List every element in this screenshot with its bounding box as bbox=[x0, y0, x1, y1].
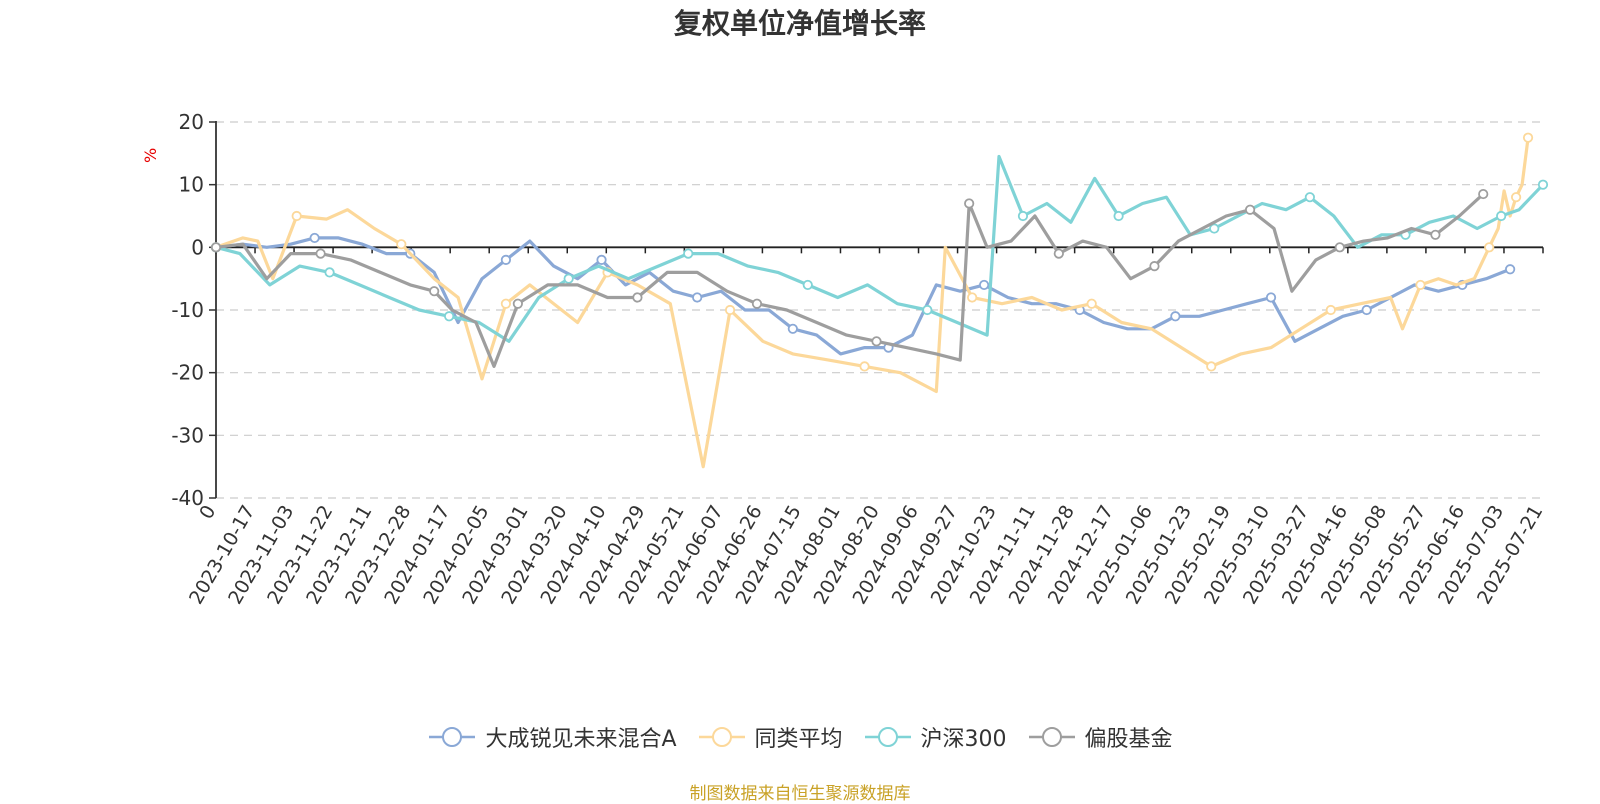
data-point[interactable] bbox=[1170, 311, 1181, 322]
data-point[interactable] bbox=[1245, 204, 1256, 215]
legend-swatch-icon bbox=[429, 727, 476, 747]
data-point[interactable] bbox=[500, 298, 512, 309]
data-point[interactable] bbox=[563, 273, 574, 284]
data-point[interactable] bbox=[1017, 210, 1029, 222]
legend-swatch-icon bbox=[1028, 727, 1075, 747]
series-line bbox=[215, 137, 1530, 469]
series-layer bbox=[210, 132, 1549, 469]
data-point[interactable] bbox=[1478, 188, 1489, 200]
data-point[interactable] bbox=[1496, 210, 1507, 222]
legend-swatch-icon bbox=[864, 727, 911, 747]
legend-item[interactable]: 大成锐见未来混合A bbox=[427, 721, 677, 753]
legend: 大成锐见未来混合A 同类平均 沪深300 偏股基金 bbox=[0, 720, 1600, 754]
data-point[interactable] bbox=[859, 361, 870, 372]
data-point[interactable] bbox=[1086, 298, 1097, 309]
y-tick-label: -30 bbox=[171, 423, 204, 447]
source-note: 制图数据来自恒生聚源数据库 bbox=[689, 784, 911, 804]
y-tick-label: 20 bbox=[179, 110, 204, 134]
legend-label: 大成锐见未来混合A bbox=[485, 727, 677, 752]
data-point[interactable] bbox=[1325, 304, 1336, 316]
data-point[interactable] bbox=[500, 254, 512, 265]
data-point[interactable] bbox=[1304, 192, 1315, 203]
y-tick-label: 10 bbox=[179, 173, 204, 197]
data-point[interactable] bbox=[1265, 292, 1277, 303]
data-point[interactable] bbox=[1511, 192, 1522, 203]
legend-label: 偏股基金 bbox=[1084, 727, 1173, 752]
data-point[interactable] bbox=[1522, 132, 1534, 143]
data-point[interactable] bbox=[1149, 261, 1160, 272]
data-point[interactable] bbox=[1484, 242, 1495, 253]
series-group bbox=[210, 132, 1534, 469]
grid-layer bbox=[216, 121, 1543, 499]
data-point[interactable] bbox=[1334, 242, 1345, 253]
data-point[interactable] bbox=[429, 286, 440, 297]
chart-plot: 20100-10-20-30-4002023-10-172023-11-0320… bbox=[141, 110, 1549, 608]
legend-label: 沪深300 bbox=[920, 727, 1007, 752]
data-point[interactable] bbox=[632, 292, 643, 303]
data-point[interactable] bbox=[692, 292, 703, 303]
data-point[interactable] bbox=[1361, 304, 1372, 316]
data-point[interactable] bbox=[871, 336, 882, 347]
data-point[interactable] bbox=[512, 298, 523, 309]
y-tick-label: 0 bbox=[191, 235, 204, 259]
data-point[interactable] bbox=[210, 242, 222, 253]
y-tick-label: -10 bbox=[171, 298, 204, 322]
data-point[interactable] bbox=[967, 292, 978, 303]
y-tick-label: -40 bbox=[171, 486, 204, 510]
y-tick-label: -20 bbox=[171, 361, 204, 385]
data-point[interactable] bbox=[1113, 210, 1124, 222]
data-point[interactable] bbox=[1209, 223, 1220, 234]
series-line bbox=[215, 192, 1485, 368]
series-group bbox=[210, 188, 1489, 368]
data-point[interactable] bbox=[787, 323, 798, 334]
legend-swatch-icon bbox=[698, 727, 745, 747]
legend-item[interactable]: 同类平均 bbox=[697, 721, 843, 753]
data-point[interactable] bbox=[802, 279, 813, 291]
data-point[interactable] bbox=[979, 279, 990, 291]
data-point[interactable] bbox=[964, 198, 975, 209]
data-point[interactable] bbox=[291, 210, 302, 222]
data-point[interactable] bbox=[1053, 248, 1064, 259]
series-line bbox=[215, 236, 1511, 356]
data-point[interactable] bbox=[724, 304, 736, 316]
data-point[interactable] bbox=[1415, 279, 1426, 291]
legend-label: 同类平均 bbox=[754, 727, 843, 752]
data-point[interactable] bbox=[396, 239, 407, 250]
x-tick-label: 0 bbox=[195, 502, 220, 523]
data-point[interactable] bbox=[1430, 229, 1441, 240]
data-point[interactable] bbox=[1537, 179, 1549, 190]
chart-title: 复权单位净值增长率 bbox=[673, 7, 926, 40]
y-axis-unit-label: % bbox=[141, 148, 160, 163]
data-point[interactable] bbox=[683, 248, 694, 259]
data-point[interactable] bbox=[444, 311, 455, 322]
data-point[interactable] bbox=[596, 254, 607, 265]
data-point[interactable] bbox=[751, 298, 763, 309]
data-point[interactable] bbox=[324, 267, 335, 278]
data-point[interactable] bbox=[1505, 264, 1516, 275]
legend-item[interactable]: 沪深300 bbox=[863, 721, 1007, 753]
data-point[interactable] bbox=[309, 232, 320, 244]
data-point[interactable] bbox=[1206, 361, 1217, 372]
legend-item[interactable]: 偏股基金 bbox=[1027, 721, 1173, 753]
data-point[interactable] bbox=[315, 248, 326, 259]
data-point[interactable] bbox=[922, 304, 933, 316]
